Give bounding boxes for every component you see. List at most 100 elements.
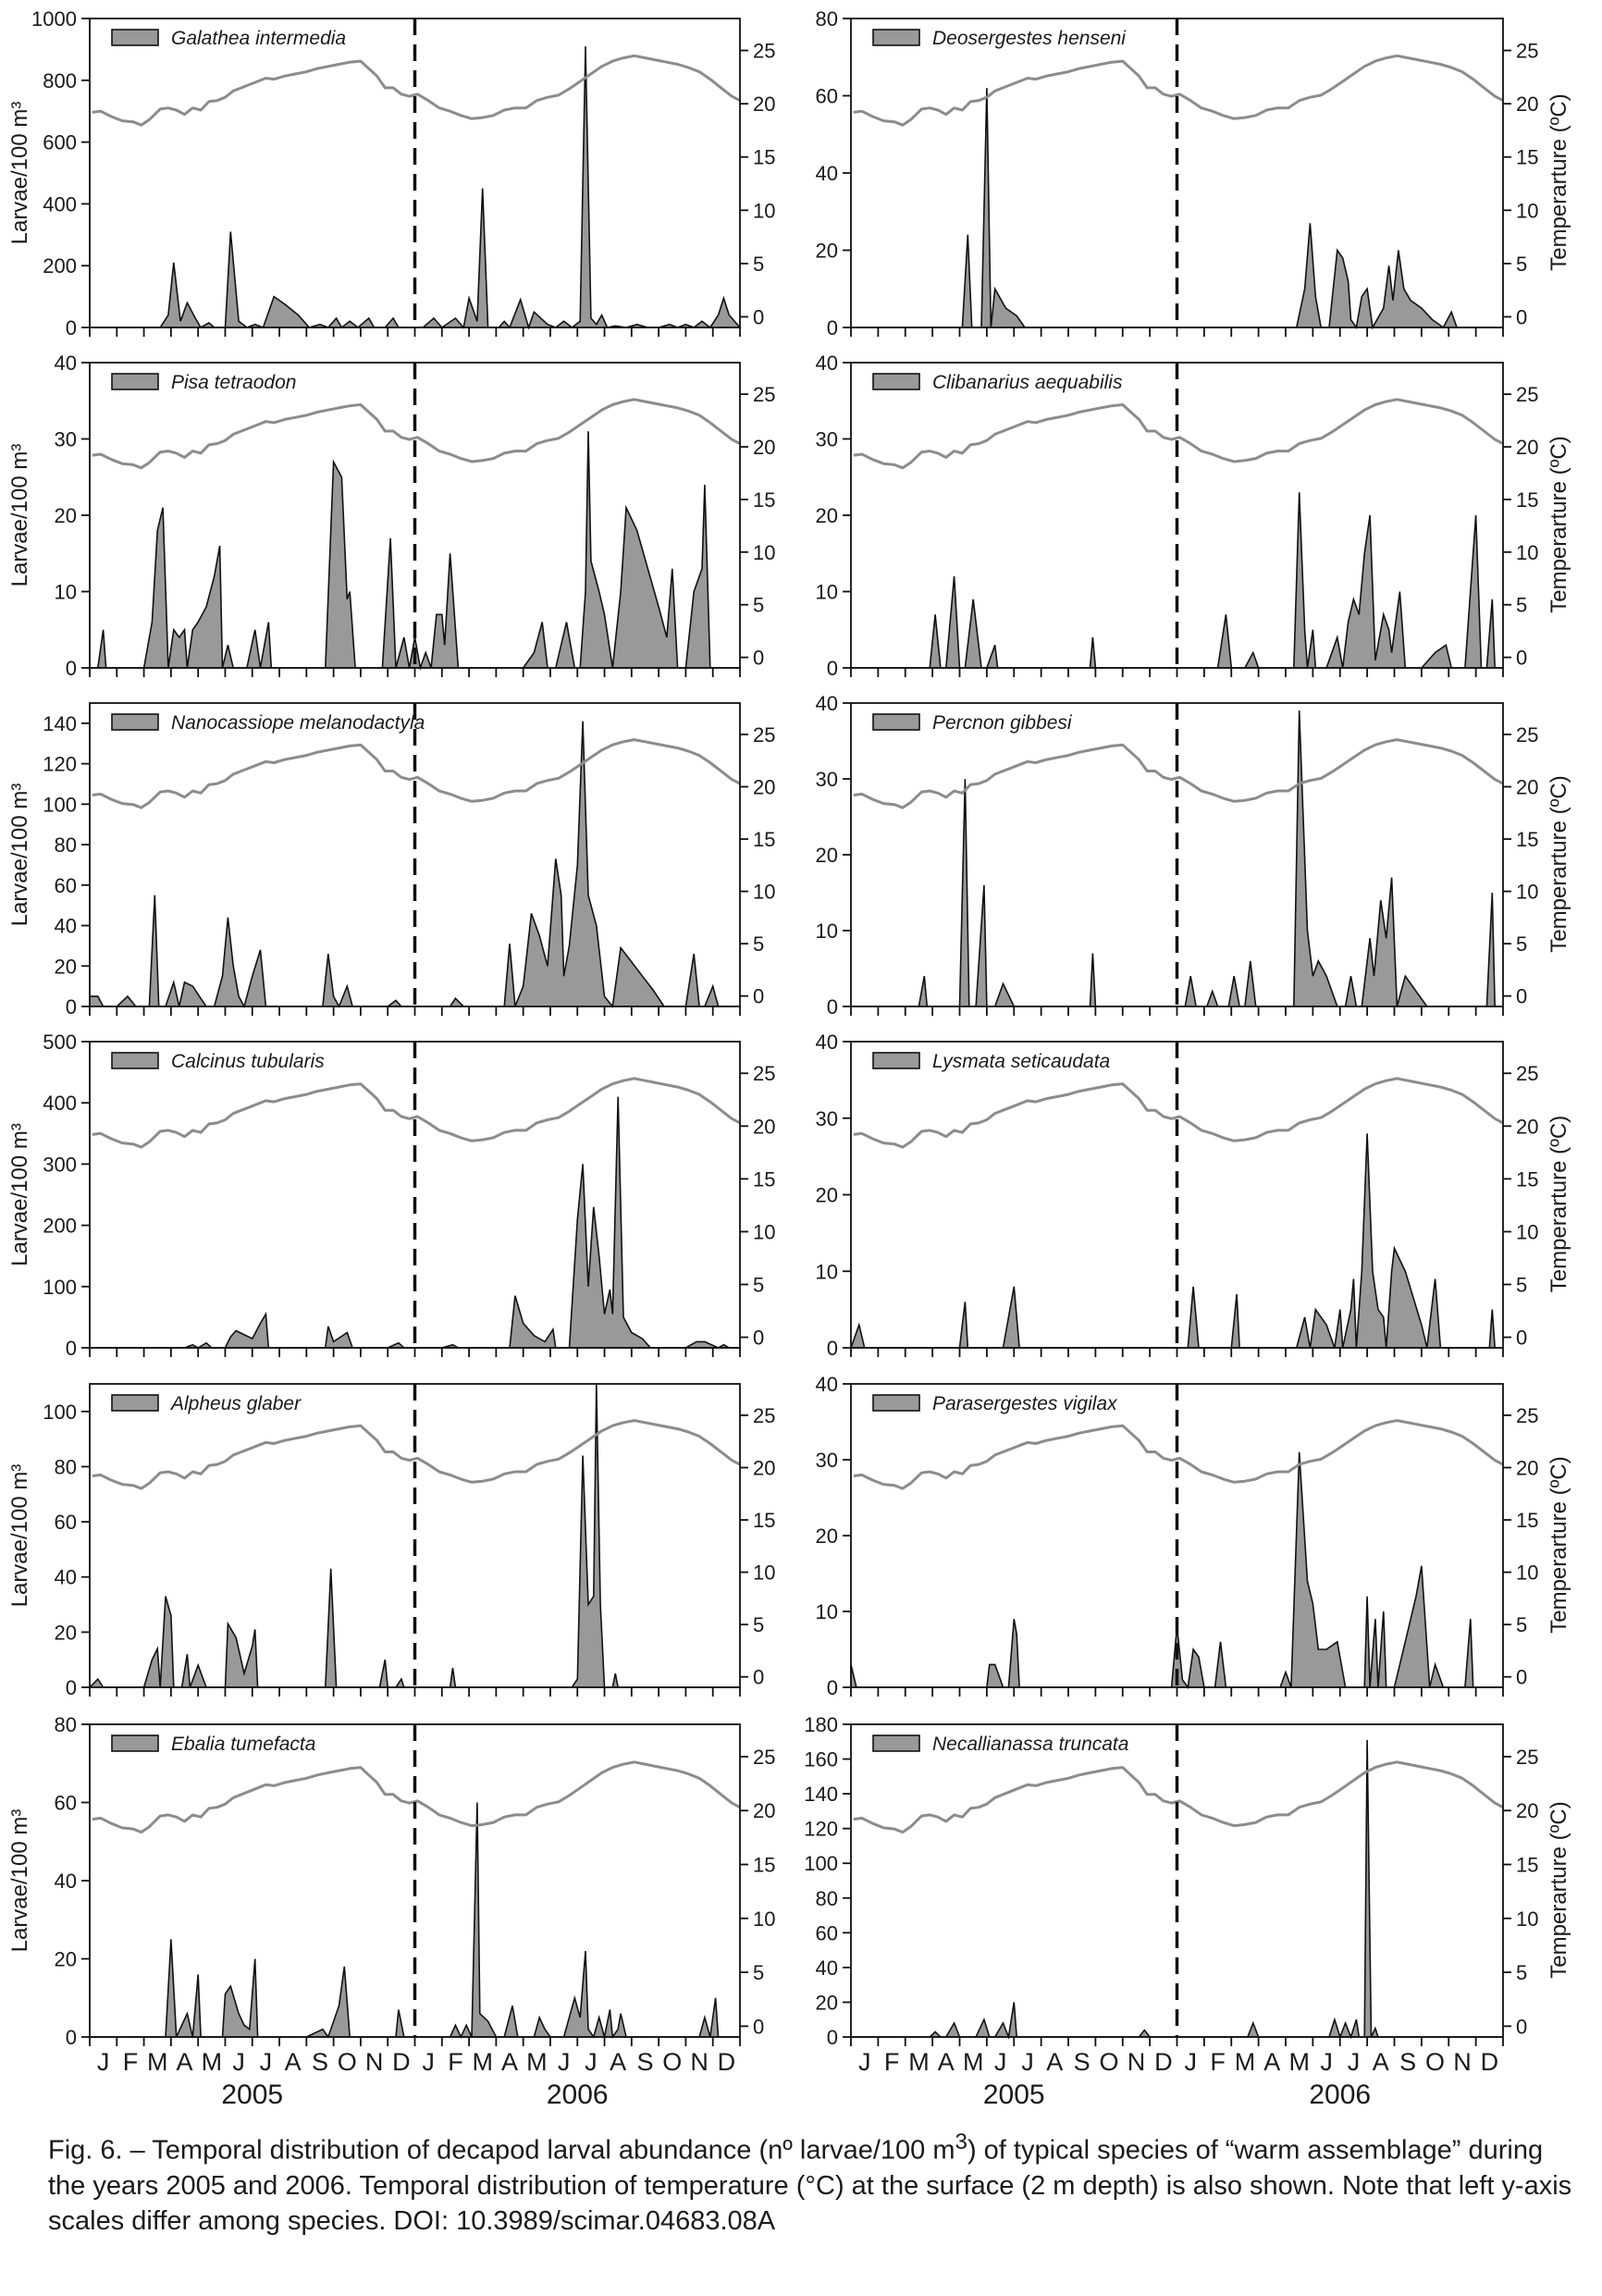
month-label: J — [585, 2048, 598, 2076]
temperature-line — [853, 398, 1504, 470]
y2-tick-label: 25 — [753, 1062, 775, 1085]
month-label: M — [526, 2048, 548, 2076]
y-tick-label: 20 — [816, 1524, 838, 1548]
chart-panel: 0 10 20 30 40 0 5 10 15 20 25 Temperarture (ºC) Para… — [816, 1373, 1571, 1699]
y2-tick-label: 10 — [1516, 199, 1538, 222]
plot-frame — [850, 702, 1504, 1007]
month-label: A — [285, 2048, 302, 2076]
y2-tick-label: 0 — [1516, 305, 1527, 328]
month-label: A — [1046, 2048, 1063, 2076]
legend-swatch — [111, 1734, 159, 1752]
month-label: N — [365, 2048, 384, 2076]
y-tick-label: 120 — [804, 1818, 838, 1841]
year-label: 2005 — [983, 2080, 1045, 2110]
legend-swatch — [111, 713, 159, 731]
y-tick-label: 20 — [816, 504, 838, 527]
y-tick-label: 200 — [43, 1215, 77, 1238]
y2-tick-label: 25 — [753, 723, 775, 747]
year-label: 2005 — [221, 2080, 283, 2110]
y-tick-label: 40 — [816, 692, 838, 715]
y-tick-label: 0 — [66, 316, 77, 339]
y2-tick-label: 10 — [753, 1907, 775, 1931]
legend-species-label: Lysmata seticaudata — [932, 1051, 1110, 1072]
y-tick-label: 0 — [66, 1337, 77, 1360]
y2-tick-label: 20 — [1516, 1799, 1538, 1822]
y2-tick-label: 0 — [753, 2015, 764, 2038]
y-tick-label: 20 — [816, 844, 838, 867]
y-tick-label: 500 — [43, 1031, 77, 1054]
month-label: M — [202, 2048, 223, 2076]
y2-tick-label: 25 — [753, 40, 775, 63]
abundance-area — [851, 88, 1503, 330]
temperature-line — [853, 1760, 1504, 1834]
y-tick-label: 600 — [43, 131, 77, 154]
legend-swatch — [872, 1734, 920, 1752]
legend-swatch — [872, 373, 920, 390]
y2-tick-label: 5 — [1516, 1961, 1527, 1984]
y-tick-label: 30 — [816, 1449, 838, 1472]
month-label: A — [610, 2048, 626, 2076]
y-tick-label: 0 — [66, 995, 77, 1018]
y2-tick-label: 15 — [1516, 828, 1538, 851]
y2-tick-label: 20 — [1516, 1456, 1538, 1479]
legend-swatch — [111, 373, 159, 390]
y-tick-label: 60 — [55, 1511, 77, 1534]
y2-tick-label: 0 — [1516, 647, 1527, 670]
legend-species-label: Calcinus tubularis — [171, 1051, 325, 1072]
month-label: J — [232, 2048, 245, 2076]
y-axis-label: Larvae/100 m³ — [7, 444, 32, 587]
y2-tick-label: 10 — [753, 1220, 775, 1243]
y2-tick-label: 10 — [1516, 881, 1538, 904]
month-label: D — [392, 2048, 411, 2076]
y2-tick-label: 5 — [753, 253, 764, 276]
month-label: M — [1288, 2048, 1310, 2076]
legend-species-label: Clibanarius aequabilis — [932, 372, 1123, 393]
y-tick-label: 10 — [55, 581, 77, 604]
y2-tick-label: 20 — [753, 93, 775, 116]
y2-tick-label: 0 — [1516, 1327, 1527, 1350]
y2-axis-label: Temperarture (ºC) — [1547, 93, 1571, 270]
y-tick-label: 10 — [816, 1600, 838, 1623]
y2-tick-label: 15 — [753, 1509, 775, 1532]
month-label: M — [908, 2048, 930, 2076]
month-label: A — [501, 2048, 518, 2076]
y2-tick-label: 15 — [753, 828, 775, 851]
y-tick-label: 0 — [66, 1676, 77, 1699]
y-tick-label: 0 — [66, 2026, 77, 2049]
legend-species-label: Parasergestes vigilax — [932, 1393, 1118, 1414]
month-label: A — [1263, 2048, 1280, 2076]
y-tick-label: 400 — [43, 192, 77, 216]
y-tick-label: 0 — [66, 657, 77, 680]
y2-axis-label: Temperarture (ºC) — [1547, 775, 1571, 952]
y-tick-label: 20 — [816, 1184, 838, 1207]
month-label: O — [338, 2048, 357, 2076]
y-tick-label: 400 — [43, 1092, 77, 1115]
y2-tick-label: 20 — [753, 1456, 775, 1479]
chart-panel: 0 20 40 60 80 0 5 10 15 20 25 Temperarture (ºC) Deos… — [816, 7, 1571, 339]
y2-tick-label: 20 — [753, 1799, 775, 1822]
y-tick-label: 40 — [55, 352, 77, 375]
y-tick-label: 60 — [816, 85, 838, 108]
y-tick-label: 0 — [827, 316, 838, 339]
y2-tick-label: 10 — [1516, 1907, 1538, 1931]
y-tick-label: 160 — [804, 1748, 838, 1771]
y-tick-label: 40 — [816, 1031, 838, 1054]
month-label: J — [1348, 2048, 1361, 2076]
y-tick-label: 10 — [816, 1260, 838, 1283]
chart-panel: 0 10 20 30 40 0 5 10 15 20 25 Temperarture (ºC) Lysm… — [816, 1031, 1571, 1360]
y2-tick-label: 10 — [1516, 1220, 1538, 1243]
month-label: F — [448, 2048, 463, 2076]
y2-tick-label: 15 — [753, 488, 775, 512]
month-label: J — [1184, 2048, 1197, 2076]
y-tick-label: 140 — [43, 712, 77, 735]
y-axis-label: Larvae/100 m³ — [7, 1464, 32, 1608]
month-label: J — [97, 2048, 110, 2076]
month-label: D — [1154, 2048, 1173, 2076]
temperature-line — [853, 1077, 1504, 1149]
y2-tick-label: 10 — [753, 199, 775, 222]
month-label: J — [994, 2048, 1007, 2076]
month-label: J — [260, 2048, 273, 2076]
y2-tick-label: 15 — [1516, 1854, 1538, 1877]
y-tick-label: 100 — [43, 1276, 77, 1299]
legend-species-label: Necallianassa truncata — [932, 1734, 1128, 1755]
